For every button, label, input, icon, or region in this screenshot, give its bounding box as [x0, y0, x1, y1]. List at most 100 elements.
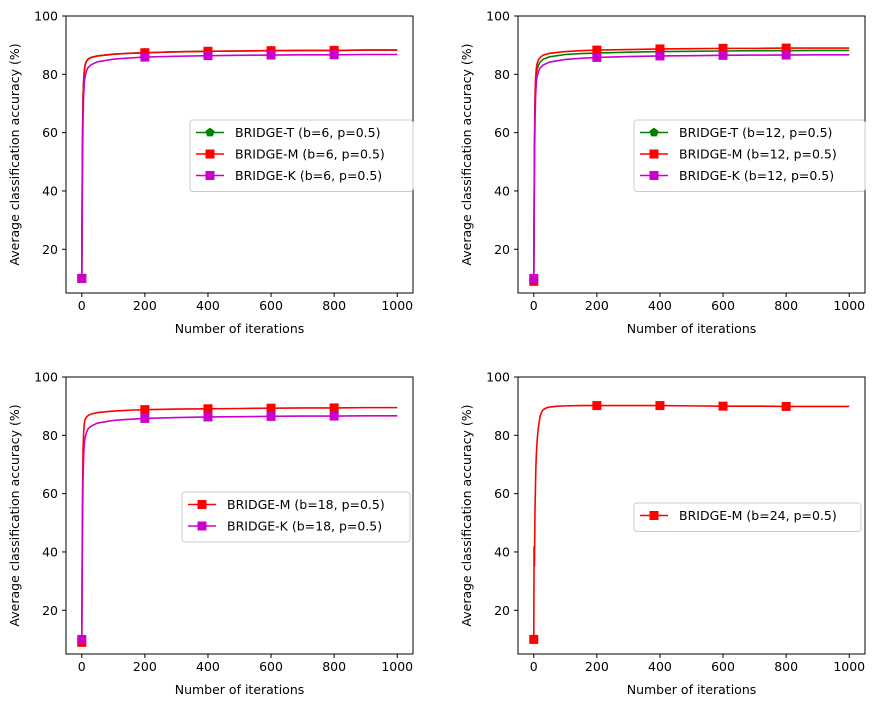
series-line-1 — [80, 406, 398, 643]
x-tick-label: 800 — [774, 659, 798, 674]
x-tick-label: 0 — [530, 659, 538, 674]
series-3-marker — [203, 51, 213, 61]
x-tick-label: 600 — [259, 298, 283, 313]
x-tick-label: 1000 — [833, 659, 865, 674]
series-line-3 — [80, 53, 398, 279]
y-axis-label: Average classification accuracy (%) — [7, 404, 22, 626]
series-3-marker — [266, 50, 276, 60]
x-tick-label: 200 — [585, 298, 609, 313]
y-tick-label: 20 — [494, 603, 510, 618]
x-tick-label: 400 — [648, 298, 672, 313]
series-3-marker — [592, 52, 602, 62]
series-line-2 — [80, 414, 398, 640]
y-tick-label: 60 — [42, 486, 58, 501]
x-tick-label: 200 — [133, 298, 157, 313]
y-tick-label: 20 — [494, 242, 510, 257]
series-line-2 — [532, 47, 850, 282]
y-tick-label: 60 — [494, 486, 510, 501]
legend: BRIDGE-T (b=6, p=0.5) BRIDGE-M (b=6, p=0.… — [189, 119, 414, 192]
legend-label: BRIDGE-T (b=12, p=0.5) — [679, 125, 832, 140]
y-tick-label: 40 — [494, 183, 510, 198]
legend-label: BRIDGE-M (b=6, p=0.5) — [235, 147, 385, 162]
legend: BRIDGE-T (b=12, p=0.5) BRIDGE-M (b=12, p=… — [633, 119, 866, 192]
chart-panel-4: 0 200 400 600 800 1000 20 40 60 80 100 Number of it… — [459, 370, 866, 697]
legend: BRIDGE-M (b=18, p=0.5) BRIDGE-K (b=18, p=… — [181, 491, 411, 543]
legend-marker — [197, 521, 207, 531]
y-tick-label: 100 — [486, 9, 510, 24]
x-tick-label: 800 — [774, 298, 798, 313]
legend-marker — [205, 149, 215, 159]
y-tick-label: 40 — [494, 544, 510, 559]
y-tick-label: 60 — [42, 125, 58, 140]
x-tick-label: 200 — [133, 659, 157, 674]
series-1-marker — [529, 634, 539, 644]
legend-marker — [205, 127, 215, 137]
legend-marker — [205, 171, 215, 180]
series-line-3 — [532, 53, 850, 279]
x-tick-label: 0 — [78, 659, 86, 674]
x-tick-label: 1000 — [833, 298, 865, 313]
plot-frame — [517, 376, 866, 655]
y-tick-label: 40 — [42, 544, 58, 559]
x-tick-label: 0 — [78, 298, 86, 313]
legend-label: BRIDGE-M (b=18, p=0.5) — [227, 497, 385, 512]
y-tick-label: 80 — [42, 67, 58, 82]
y-tick-label: 80 — [494, 67, 510, 82]
y-tick-label: 80 — [42, 428, 58, 443]
x-tick-label: 800 — [322, 659, 346, 674]
series-3-marker — [77, 273, 87, 283]
y-tick-label: 40 — [42, 183, 58, 198]
y-tick-label: 100 — [34, 9, 58, 24]
legend-marker — [649, 171, 659, 180]
x-tick-label: 400 — [196, 659, 220, 674]
chart-panel-3: 0 200 400 600 800 1000 20 40 60 80 100 Number of it… — [7, 370, 414, 697]
legend-marker — [197, 500, 207, 509]
legend-marker — [649, 127, 659, 137]
y-axis-label: Average classification accuracy (%) — [459, 43, 474, 265]
series-1-marker — [266, 403, 276, 413]
legend-marker — [649, 149, 659, 159]
legend-box — [189, 119, 414, 192]
legend-box — [633, 502, 862, 532]
series-3-marker — [140, 52, 150, 62]
chart-panel-2: 0 200 400 600 800 1000 20 40 60 80 100 Number of it… — [459, 9, 866, 336]
series-2-marker — [77, 634, 87, 644]
series-3-marker — [781, 50, 791, 60]
legend-marker — [649, 511, 659, 520]
plot-frame — [65, 376, 414, 655]
legend-box — [633, 119, 866, 192]
x-tick-label: 600 — [711, 659, 735, 674]
x-axis-label: Number of iterations — [175, 682, 305, 697]
legend-label: BRIDGE-K (b=18, p=0.5) — [227, 519, 382, 534]
series-1-marker — [329, 403, 339, 413]
legend-label: BRIDGE-K (b=12, p=0.5) — [679, 168, 834, 183]
series-2-marker — [329, 411, 339, 421]
chart-panel-1: 0 200 400 600 800 1000 20 40 60 80 100 Number of it… — [7, 9, 414, 336]
series-line-2 — [80, 49, 398, 279]
x-tick-label: 1000 — [381, 298, 413, 313]
y-tick-label: 20 — [42, 242, 58, 257]
series-2-marker — [140, 413, 150, 423]
x-tick-label: 1000 — [381, 659, 413, 674]
series-1-marker — [655, 401, 665, 411]
series-1-marker — [592, 401, 602, 411]
legend-label: BRIDGE-K (b=6, p=0.5) — [235, 168, 382, 183]
series-1-marker — [203, 404, 213, 414]
x-axis-label: Number of iterations — [175, 321, 305, 336]
legend-label: BRIDGE-M (b=12, p=0.5) — [679, 147, 837, 162]
legend-label: BRIDGE-T (b=6, p=0.5) — [235, 125, 380, 140]
x-tick-label: 200 — [585, 659, 609, 674]
series-line-1 — [532, 404, 850, 640]
x-tick-label: 0 — [530, 298, 538, 313]
series-1-marker — [718, 401, 728, 411]
x-axis-label: Number of iterations — [627, 682, 757, 697]
x-axis-label: Number of iterations — [627, 321, 757, 336]
y-axis-label: Average classification accuracy (%) — [459, 404, 474, 626]
x-tick-label: 600 — [259, 659, 283, 674]
y-tick-label: 20 — [42, 603, 58, 618]
series-1-marker — [140, 405, 150, 415]
x-tick-label: 400 — [648, 659, 672, 674]
series-3-marker — [718, 50, 728, 60]
legend: BRIDGE-M (b=24, p=0.5) — [633, 502, 862, 532]
